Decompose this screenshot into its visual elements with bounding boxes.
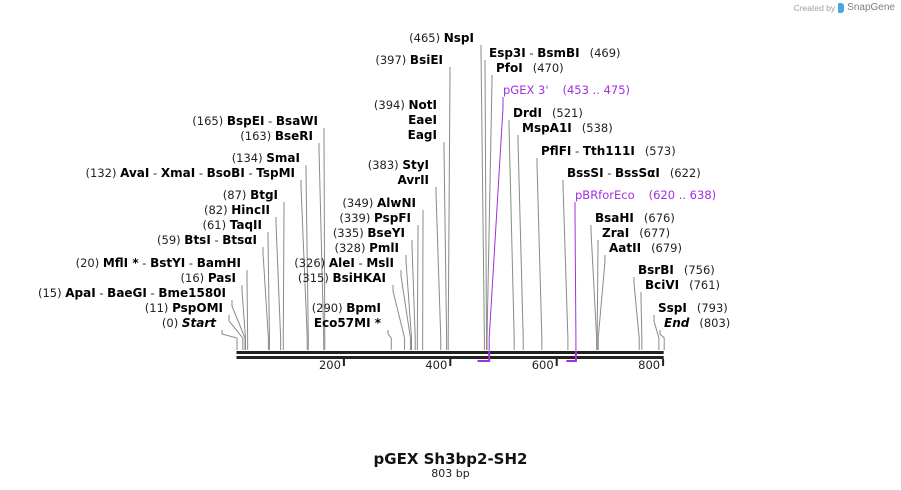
cut-site-alei[interactable]: (326) AleI - MslI bbox=[294, 256, 411, 350]
cut-site-bsihkai[interactable]: (315) BsiHKAI bbox=[298, 271, 406, 350]
credit-brand: SnapGene bbox=[847, 2, 895, 13]
svg-text:(15) ApaI - BaeGI - Bme1580: (15) ApaI - BaeGI - Bme1580I bbox=[38, 286, 226, 300]
cut-site-nspi[interactable]: (465) NspI bbox=[409, 31, 485, 350]
svg-text:800: 800 bbox=[638, 358, 660, 372]
cut-site-smai[interactable]: (134) SmaI bbox=[232, 151, 309, 350]
svg-text:BsrBI(756): BsrBI (756) bbox=[638, 263, 715, 277]
snapgene-credit: Created by SnapGene bbox=[794, 2, 895, 13]
svg-text:Eco57MI *: Eco57MI * bbox=[314, 316, 382, 330]
cut-site-drdi[interactable]: DrdI (521) bbox=[508, 106, 583, 350]
cut-site-pflfi[interactable]: PflFI - Tth111I (573) bbox=[536, 144, 676, 350]
svg-text:(326) AleI - MslI: (326) AleI - MslI bbox=[294, 256, 394, 270]
svg-text:(465) NspI: (465) NspI bbox=[409, 31, 474, 45]
svg-text:(132) AvaI - XmaI - BsoBI: (132) AvaI - XmaI - BsoBI - TspMI bbox=[86, 166, 295, 180]
svg-text:EagI: EagI bbox=[408, 128, 437, 142]
cut-site-apai[interactable]: (15) ApaI - BaeGI - Bme1580I bbox=[38, 286, 246, 350]
primer-pbrforeco[interactable]: pBRforEco (620 .. 638) bbox=[566, 188, 716, 362]
svg-text:BsaHI(676): BsaHI (676) bbox=[595, 211, 675, 225]
cut-site-bseyi[interactable]: (335) BseYI bbox=[333, 226, 416, 350]
primer-pgex-3[interactable]: pGEX 3' (453 .. 475) bbox=[477, 83, 630, 362]
map-length: 803 bp bbox=[431, 467, 470, 480]
cut-site-end[interactable]: End (803) bbox=[659, 316, 730, 350]
svg-text:(165) BspEI - BsaWI: (165) BspEI - BsaWI bbox=[192, 114, 318, 128]
svg-text:ZraI(677): ZraI (677) bbox=[602, 226, 670, 240]
cut-site-taqii[interactable]: (61) TaqII bbox=[202, 218, 270, 350]
svg-text:AvrII: AvrII bbox=[397, 173, 429, 187]
svg-text:Esp3I - BsmBI(469): Esp3I - BsmBI (469) bbox=[489, 46, 621, 60]
cut-site-sspi[interactable]: SspI (793) bbox=[653, 301, 728, 350]
svg-text:End(803): End (803) bbox=[664, 316, 730, 330]
svg-text:(61) TaqII: (61) TaqII bbox=[202, 218, 262, 232]
cut-site-avai[interactable]: (132) AvaI - XmaI - BsoBI - TspMI bbox=[86, 166, 308, 350]
cut-site-esp3i[interactable]: Esp3I - BsmBI (469) bbox=[484, 46, 621, 350]
cut-site-pmli[interactable]: (328) PmlI bbox=[335, 241, 412, 350]
cut-site-btgi[interactable]: (87) BtgI bbox=[223, 188, 285, 350]
cut-site-start[interactable]: (0) Start bbox=[162, 316, 238, 350]
cut-site-bsahi[interactable]: BsaHI (676) bbox=[590, 211, 675, 350]
svg-text:(349) AlwNI: (349) AlwNI bbox=[342, 196, 416, 210]
cut-site-bsiei[interactable]: (397) BsiEI bbox=[375, 53, 451, 350]
svg-text:(82) HincII: (82) HincII bbox=[204, 203, 270, 217]
svg-text:400: 400 bbox=[425, 358, 447, 372]
axis-tick-600: 600 bbox=[532, 358, 558, 372]
svg-text:(335) BseYI: (335) BseYI bbox=[333, 226, 405, 240]
svg-text:(20) MflI * - BstYI - BamHI: (20) MflI * - BstYI - BamHI bbox=[76, 256, 241, 270]
cut-site-bseri[interactable]: (163) BseRI bbox=[240, 129, 325, 350]
dna-backbone bbox=[236, 351, 664, 359]
svg-text:600: 600 bbox=[532, 358, 554, 372]
svg-text:DrdI(521): DrdI (521) bbox=[513, 106, 583, 120]
axis-tick-200: 200 bbox=[319, 358, 345, 372]
cut-site-bspei[interactable]: (165) BspEI - BsaWI bbox=[192, 114, 326, 350]
cut-site-aatii[interactable]: AatII (679) bbox=[597, 241, 682, 350]
svg-text:(59) BtsI - BtsαI: (59) BtsI - BtsαI bbox=[157, 233, 257, 247]
svg-text:(394) NotI: (394) NotI bbox=[374, 98, 437, 112]
svg-text:200: 200 bbox=[319, 358, 341, 372]
svg-text:pBRforEco(620 .. 638): pBRforEco (620 .. 638) bbox=[575, 188, 716, 202]
svg-text:BssSI - BssSαI(622): BssSI - BssSαI (622) bbox=[567, 166, 701, 180]
svg-text:(339) PspFI: (339) PspFI bbox=[339, 211, 411, 225]
svg-text:(163) BseRI: (163) BseRI bbox=[240, 129, 313, 143]
svg-text:(315) BsiHKAI: (315) BsiHKAI bbox=[298, 271, 386, 285]
svg-text:(87) BtgI: (87) BtgI bbox=[223, 188, 278, 202]
cut-site-bsrbi[interactable]: BsrBI (756) bbox=[633, 263, 715, 350]
cut-site-pspomi[interactable]: (11) PspOMI bbox=[145, 301, 244, 350]
svg-text:BciVI(761): BciVI (761) bbox=[645, 278, 720, 292]
axis-tick-800: 800 bbox=[638, 358, 665, 372]
svg-text:(0) Start: (0) Start bbox=[162, 316, 217, 330]
cut-site-hincii[interactable]: (82) HincII bbox=[204, 203, 282, 350]
svg-text:(16) PasI: (16) PasI bbox=[181, 271, 236, 285]
snapgene-logo-icon bbox=[838, 2, 845, 13]
cut-site-mspa1i[interactable]: MspA1I (538) bbox=[517, 121, 613, 350]
cut-site-bcivi[interactable]: BciVI (761) bbox=[640, 278, 720, 350]
svg-text:(134) SmaI: (134) SmaI bbox=[232, 151, 300, 165]
axis-tick-400: 400 bbox=[425, 358, 452, 372]
svg-text:(328) PmlI: (328) PmlI bbox=[335, 241, 399, 255]
cut-site-mfli[interactable]: (20) MflI * - BstYI - BamHI bbox=[76, 256, 249, 350]
cut-site-btsi[interactable]: (59) BtsI - BtsαI bbox=[157, 233, 269, 350]
svg-text:pGEX 3'(453 .. 475): pGEX 3' (453 .. 475) bbox=[503, 83, 630, 97]
cut-site-alwni[interactable]: (349) AlwNI bbox=[342, 196, 424, 350]
svg-text:(11) PspOMI: (11) PspOMI bbox=[145, 301, 223, 315]
svg-text:(397) BsiEI: (397) BsiEI bbox=[375, 53, 443, 67]
cut-site-zrai[interactable]: ZraI (677) bbox=[596, 226, 670, 350]
svg-text:AatII(679): AatII (679) bbox=[609, 241, 682, 255]
svg-text:MspA1I(538): MspA1I (538) bbox=[522, 121, 613, 135]
cut-site-pasi[interactable]: (16) PasI bbox=[181, 271, 247, 350]
cut-site-pspfi[interactable]: (339) PspFI bbox=[339, 211, 419, 350]
map-title: pGEX Sh3bp2-SH2 bbox=[373, 450, 528, 468]
cut-site-pfoi[interactable]: PfoI (470) bbox=[486, 61, 564, 350]
cut-site-bsssi[interactable]: BssSI - BssSαI (622) bbox=[562, 166, 701, 350]
svg-text:(383) StyI: (383) StyI bbox=[368, 158, 429, 172]
svg-text:SspI(793): SspI (793) bbox=[658, 301, 728, 315]
svg-text:PflFI - Tth111I(573): PflFI - Tth111I (573) bbox=[541, 144, 676, 158]
credit-prefix: Created by bbox=[793, 2, 836, 13]
svg-text:(290) BpmI: (290) BpmI bbox=[312, 301, 381, 315]
svg-text:PfoI(470): PfoI (470) bbox=[496, 61, 564, 75]
svg-text:EaeI: EaeI bbox=[408, 113, 437, 127]
